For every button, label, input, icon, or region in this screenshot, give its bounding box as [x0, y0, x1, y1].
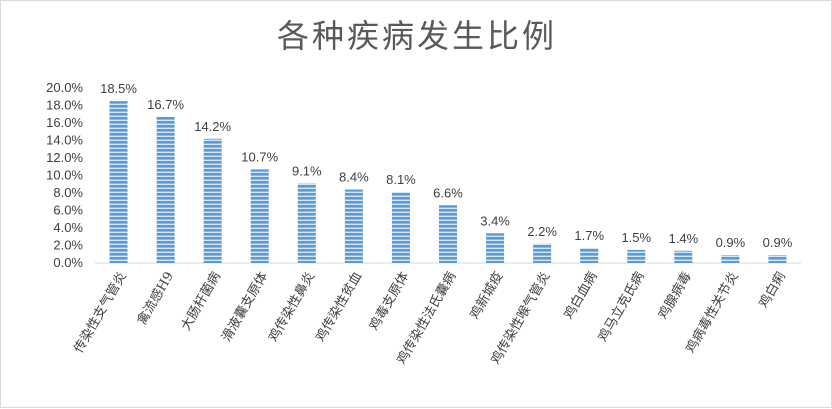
data-label: 1.4%	[669, 231, 699, 246]
data-label: 10.7%	[241, 149, 278, 164]
category-label: 鸡新城疫	[467, 269, 507, 322]
bar	[627, 249, 646, 263]
y-tick-label: 12.0%	[46, 150, 83, 165]
category-label: 鸡腺病毒	[655, 269, 695, 322]
data-label: 1.5%	[621, 230, 651, 245]
bar	[768, 255, 787, 263]
y-tick-label: 16.0%	[46, 115, 83, 130]
bar	[439, 205, 457, 263]
category-label: 鸡白痢	[756, 269, 789, 311]
category-label: 鸡马立克氏病	[595, 269, 648, 345]
category-label: 大肠杆菌病	[179, 270, 224, 334]
bar	[533, 243, 552, 263]
y-tick-label: 6.0%	[53, 203, 83, 218]
data-label: 8.1%	[386, 172, 416, 187]
y-tick-label: 20.0%	[46, 80, 83, 95]
category-label: 鸡毒支原体	[366, 269, 412, 333]
category-label: 鸡传染性贫血	[312, 269, 365, 345]
bar	[580, 248, 599, 263]
category-label: 滑液囊支原体	[218, 269, 271, 345]
bar	[486, 233, 505, 263]
bar	[156, 116, 175, 263]
data-label: 0.9%	[716, 235, 746, 250]
data-label: 9.1%	[292, 163, 322, 178]
bar	[203, 138, 222, 263]
category-label: 鸡白血病	[561, 269, 601, 322]
y-tick-label: 4.0%	[53, 220, 83, 235]
y-tick-label: 8.0%	[53, 185, 83, 200]
y-tick-label: 14.0%	[46, 133, 83, 148]
bar	[391, 192, 410, 263]
y-tick-label: 0.0%	[53, 255, 83, 270]
data-label: 18.5%	[100, 81, 137, 96]
bar	[109, 101, 128, 263]
category-label: 传染性支气管炎	[71, 269, 130, 356]
data-label: 3.4%	[480, 213, 510, 228]
category-label: 禽流感H9	[134, 269, 177, 328]
y-tick-label: 10.0%	[46, 168, 83, 183]
data-label: 6.6%	[433, 185, 463, 200]
bar	[721, 255, 740, 263]
y-tick-label: 18.0%	[46, 98, 83, 113]
bar	[297, 183, 316, 263]
y-tick-label: 2.0%	[53, 238, 83, 253]
data-label: 2.2%	[527, 224, 557, 239]
data-label: 1.7%	[574, 228, 604, 243]
data-label: 14.2%	[194, 119, 231, 134]
bar	[674, 250, 693, 263]
category-label: 鸡传染性鼻炎	[265, 269, 318, 345]
bar	[250, 169, 269, 263]
data-label: 8.4%	[339, 170, 369, 185]
chart-title: 各种疾病发生比例	[276, 17, 557, 55]
bar	[344, 189, 363, 263]
data-label: 0.9%	[763, 235, 793, 250]
data-label: 16.7%	[147, 97, 184, 112]
